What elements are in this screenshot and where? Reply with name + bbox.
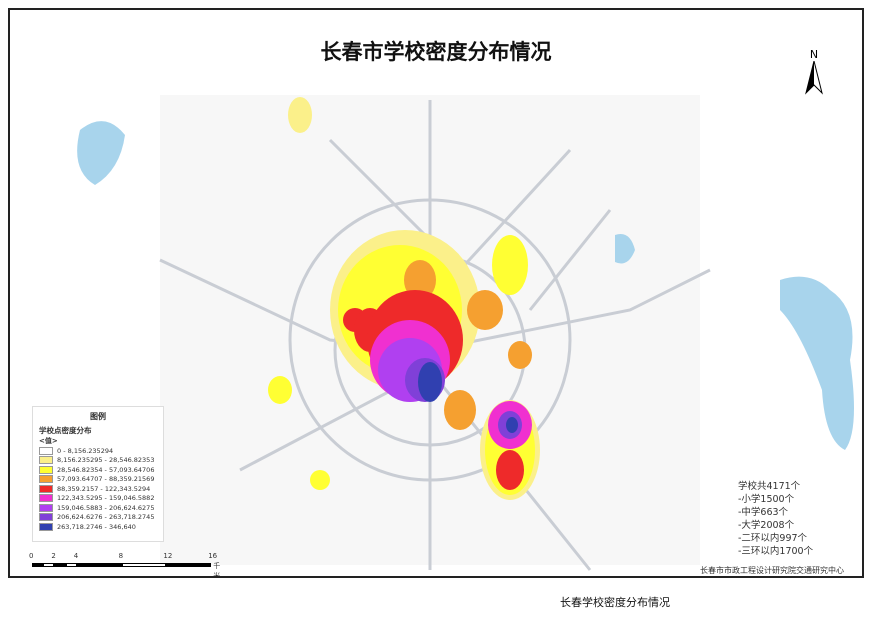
density-blob — [418, 362, 442, 402]
legend-swatch — [39, 456, 53, 465]
stats-line: -三环以内1700个 — [738, 546, 814, 557]
density-blob — [268, 376, 292, 404]
legend-swatch — [39, 484, 53, 493]
legend-item: 263,718.2746 - 346,640 — [39, 522, 157, 532]
density-blob — [506, 417, 518, 433]
scale-tick-label: 16 — [208, 552, 218, 560]
density-blob — [444, 390, 476, 430]
north-arrow-icon — [805, 60, 823, 95]
legend-range-label: 206,624.6276 - 263,718.2745 — [57, 513, 155, 522]
scale-segment — [43, 563, 55, 567]
stats-line: -中学663个 — [738, 507, 789, 518]
legend-swatch — [39, 475, 53, 484]
density-blob — [310, 470, 330, 490]
lake-west — [77, 121, 125, 185]
legend-range-label: 263,718.2746 - 346,640 — [57, 522, 136, 531]
north-arrow: N — [802, 48, 826, 99]
north-label: N — [809, 48, 819, 61]
density-blob — [288, 97, 312, 133]
scale-tick-label: 12 — [163, 552, 173, 560]
density-heatmap — [268, 97, 540, 500]
legend-swatch — [39, 503, 53, 512]
legend-item: 0 - 8,156.235294 — [39, 446, 157, 456]
legend-range-label: 122,343.5295 - 159,046.5882 — [57, 494, 155, 503]
legend-range-label: 57,093.64707 - 88,359.21569 — [57, 475, 155, 484]
legend-item: 57,093.64707 - 88,359.21569 — [39, 475, 157, 485]
stats-line: -小学1500个 — [738, 494, 795, 505]
legend-range-label: 88,359.2157 - 122,343.5294 — [57, 484, 151, 493]
density-blob — [508, 341, 532, 369]
scale-tick-label: 0 — [29, 552, 34, 560]
legend: 图例 学校点密度分布 <值> 0 - 8,156.235294 8,156.235… — [32, 406, 164, 542]
scale-segment — [65, 563, 77, 567]
reservoir-east — [780, 276, 854, 450]
legend-item: 8,156.235295 - 28,546.82353 — [39, 456, 157, 466]
scale-segment — [32, 563, 44, 567]
density-blob — [496, 450, 524, 490]
density-blob — [492, 235, 528, 295]
legend-item: 88,359.2157 - 122,343.5294 — [39, 484, 157, 494]
legend-item: 28,546.82354 - 57,093.64706 — [39, 465, 157, 475]
stats-line: -大学2008个 — [738, 520, 795, 531]
scale-tick-label: 8 — [118, 552, 124, 560]
legend-range-label: 159,046.5883 - 206,624.6275 — [57, 503, 155, 512]
density-blob — [404, 260, 436, 300]
scale-tick-label: 4 — [73, 552, 79, 560]
legend-range-label: 28,546.82354 - 57,093.64706 — [57, 465, 155, 474]
stats-line: 学校共4171个 — [738, 481, 801, 492]
map-frame: 长春市学校密度分布情况 N 图例 学校点密度分布 <值> 0 - 8,156.2… — [8, 8, 864, 578]
legend-swatch — [39, 446, 53, 455]
legend-subtitle: 学校点密度分布 — [39, 426, 92, 435]
legend-item: 122,343.5295 - 159,046.5882 — [39, 494, 157, 504]
legend-range-label: 8,156.235295 - 28,546.82353 — [57, 456, 155, 465]
figure-caption: 长春学校密度分布情况 — [560, 596, 670, 609]
map-title: 长春市学校密度分布情况 — [320, 40, 552, 64]
legend-swatch — [39, 513, 53, 522]
scale-segment — [166, 563, 212, 567]
scale-unit: 千米 — [213, 562, 221, 578]
stats-text: 学校共4171个 -小学1500个 -中学663个 -大学2008个 -二环以内997个… — [738, 480, 813, 558]
scale-segment — [121, 563, 167, 567]
scale-segment — [54, 563, 66, 567]
legend-item: 206,624.6276 - 263,718.2745 — [39, 513, 157, 523]
density-blob — [467, 290, 503, 330]
legend-title: 图例 — [90, 412, 106, 421]
legend-swatch — [39, 522, 53, 531]
legend-swatch — [39, 465, 53, 474]
legend-swatch — [39, 494, 53, 503]
stats-line: -二环以内997个 — [738, 533, 808, 544]
legend-range-label: 0 - 8,156.235294 — [57, 446, 114, 455]
lake-northeast — [615, 234, 635, 264]
legend-value-label: <值> — [39, 437, 58, 445]
scale-tick-label: 2 — [51, 552, 56, 560]
organization-credit: 长春市市政工程设计研究院交通研究中心 — [700, 566, 844, 575]
map-canvas — [77, 95, 854, 571]
scale-segment — [76, 563, 122, 567]
legend-item: 159,046.5883 - 206,624.6275 — [39, 503, 157, 513]
